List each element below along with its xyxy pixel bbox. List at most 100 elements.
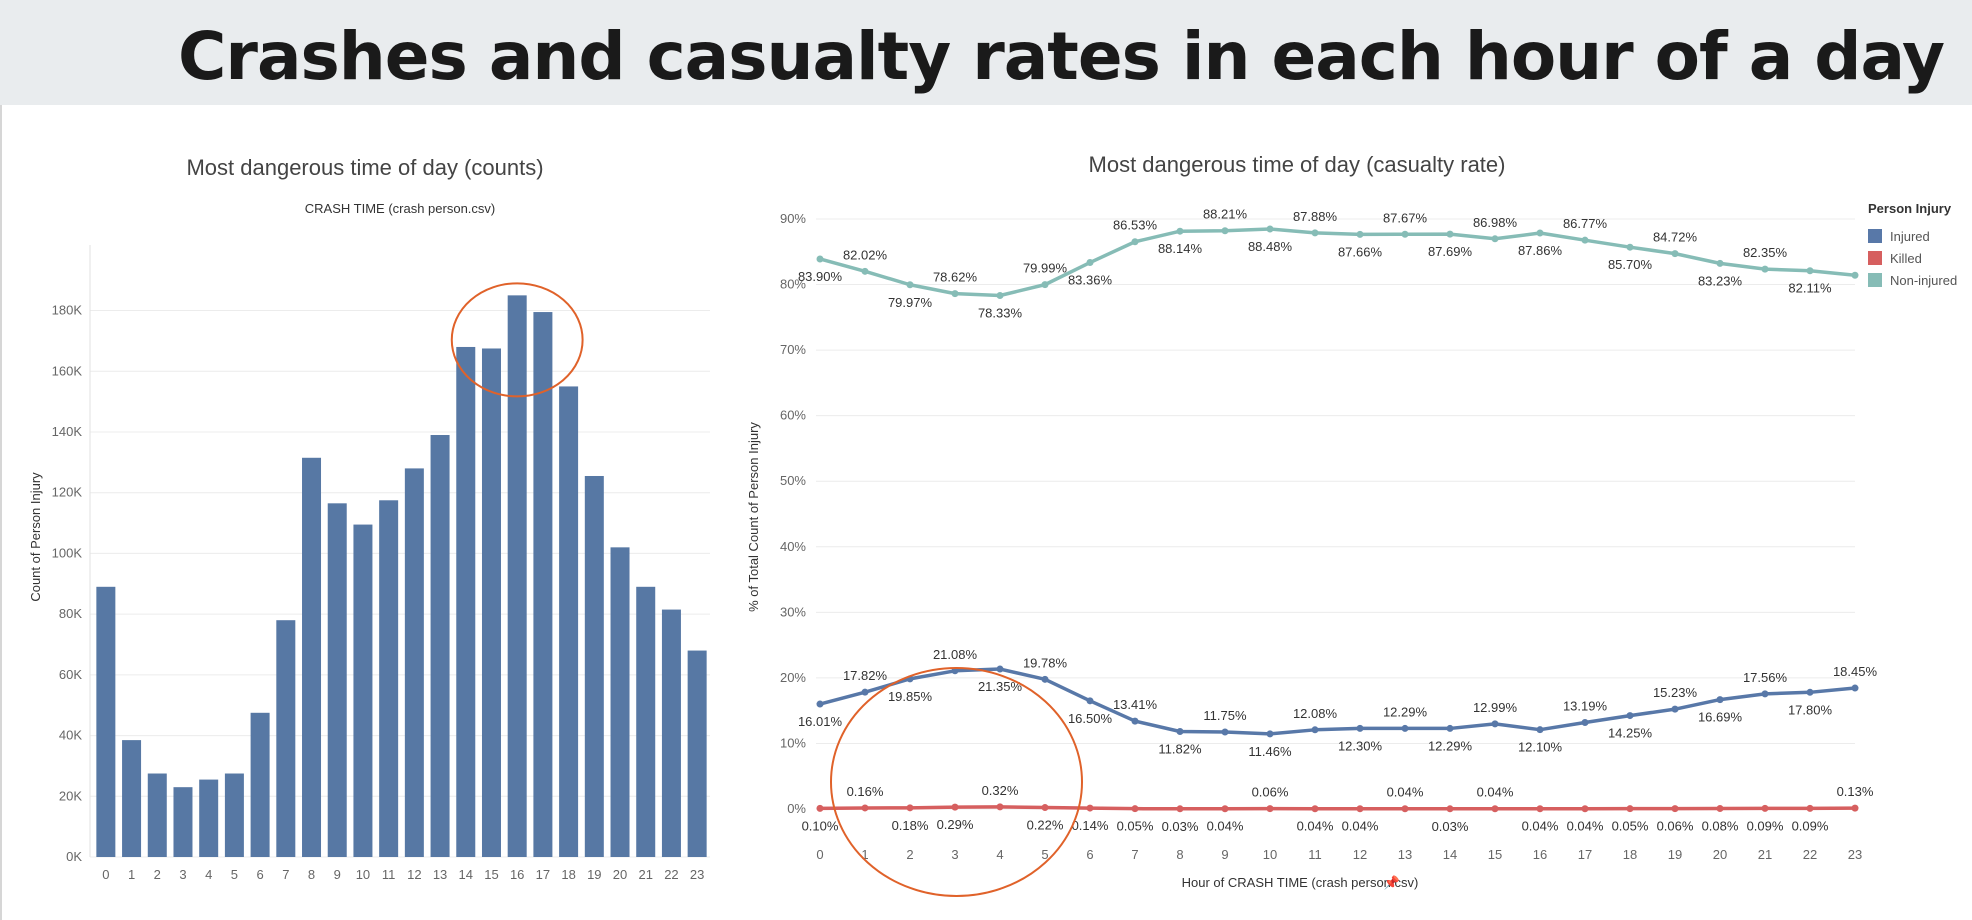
data-label-non-injured: 82.02% <box>843 247 888 262</box>
line-x-tick-label: 2 <box>906 847 913 862</box>
bar-hour-3 <box>173 787 193 857</box>
bar-y-tick-label: 80K <box>59 606 82 621</box>
data-label-injured: 17.56% <box>1743 670 1788 685</box>
bar-x-tick-label: 3 <box>179 867 186 882</box>
series-point-killed <box>1356 805 1364 813</box>
series-point-killed <box>1491 805 1499 813</box>
line-y-tick-label: 70% <box>780 342 806 357</box>
line-x-tick-label: 23 <box>1848 847 1862 862</box>
bar-y-tick-label: 140K <box>52 424 83 439</box>
data-label-injured: 14.25% <box>1608 726 1653 741</box>
line-y-tick-label: 60% <box>780 408 806 423</box>
series-line-killed <box>819 805 1856 811</box>
legend-swatch-non-injured <box>1868 273 1882 287</box>
data-label-injured: 12.29% <box>1428 738 1473 753</box>
series-point-injured <box>1581 719 1589 727</box>
line-x-tick-label: 20 <box>1713 847 1727 862</box>
bar-x-tick-label: 19 <box>587 867 601 882</box>
series-point-killed <box>1221 805 1229 813</box>
bar-hour-0 <box>96 586 116 857</box>
data-label-killed: 0.14% <box>1072 818 1109 833</box>
data-label-non-injured: 88.21% <box>1203 207 1248 222</box>
data-label-killed: 0.04% <box>1207 819 1244 834</box>
line-x-tick-label: 14 <box>1443 847 1457 862</box>
series-point-non-injured <box>996 292 1004 300</box>
data-label-killed: 0.03% <box>1432 819 1469 834</box>
bar-x-tick-label: 18 <box>561 867 575 882</box>
bar-hour-7 <box>276 620 296 857</box>
series-point-injured <box>1716 696 1724 704</box>
data-label-injured: 19.78% <box>1023 655 1068 670</box>
data-label-injured: 13.41% <box>1113 697 1158 712</box>
series-point-injured <box>1041 675 1049 683</box>
bar-x-tick-label: 10 <box>356 867 370 882</box>
series-point-injured <box>1176 728 1184 736</box>
data-label-injured: 17.82% <box>843 668 888 683</box>
series-point-non-injured <box>1536 229 1544 237</box>
series-point-killed <box>1086 804 1094 812</box>
series-line-non-injured <box>819 227 1856 298</box>
line-x-tick-label: 19 <box>1668 847 1682 862</box>
line-x-tick-label: 11 <box>1308 847 1322 862</box>
legend-swatch-injured <box>1868 229 1882 243</box>
line-x-tick-label: 8 <box>1176 847 1183 862</box>
bar-x-tick-label: 8 <box>308 867 315 882</box>
line-x-tick-label: 17 <box>1578 847 1592 862</box>
data-label-non-injured: 84.72% <box>1653 230 1698 245</box>
line-x-tick-label: 18 <box>1623 847 1637 862</box>
series-point-non-injured <box>1266 225 1274 233</box>
line-y-tick-label: 90% <box>780 211 806 226</box>
legend-title: Person Injury <box>1868 201 1952 216</box>
data-label-non-injured: 87.66% <box>1338 244 1383 259</box>
bar-hour-12 <box>404 468 424 857</box>
bar-hour-22 <box>661 609 681 857</box>
series-point-injured <box>1851 684 1859 692</box>
series-point-non-injured <box>1806 267 1814 275</box>
bar-x-tick-label: 17 <box>536 867 550 882</box>
series-point-non-injured <box>861 267 869 275</box>
bar-hour-13 <box>430 435 450 857</box>
highlight-ellipse-peak-hours <box>450 282 584 398</box>
data-label-injured: 11.75% <box>1203 708 1247 723</box>
data-label-killed: 0.04% <box>1567 819 1604 834</box>
data-label-killed: 0.05% <box>1612 819 1649 834</box>
line-y-axis-label: % of Total Count of Person Injury <box>746 422 761 612</box>
bar-x-tick-label: 4 <box>205 867 212 882</box>
data-label-killed: 0.32% <box>982 783 1019 798</box>
data-label-injured: 15.23% <box>1653 685 1698 700</box>
pin-icon: 📌 <box>1384 874 1400 890</box>
series-point-non-injured <box>1446 230 1454 238</box>
bar-x-tick-label: 22 <box>664 867 678 882</box>
legend-item-injured: Injured <box>1890 229 1930 244</box>
data-label-killed: 0.08% <box>1702 818 1739 833</box>
line-x-tick-label: 13 <box>1398 847 1412 862</box>
bar-hour-23 <box>687 650 707 857</box>
bar-y-tick-label: 20K <box>59 788 82 803</box>
bar-x-tick-label: 14 <box>459 867 473 882</box>
data-label-non-injured: 78.33% <box>978 306 1023 321</box>
series-point-injured <box>1266 730 1274 738</box>
data-label-non-injured: 85.70% <box>1608 257 1653 272</box>
bar-x-tick-label: 9 <box>334 867 341 882</box>
series-point-killed <box>1446 805 1454 813</box>
series-point-killed <box>1716 804 1724 812</box>
series-point-non-injured <box>1311 229 1319 237</box>
line-x-tick-label: 22 <box>1803 847 1817 862</box>
series-point-killed <box>1851 804 1859 812</box>
line-x-tick-label: 6 <box>1086 847 1093 862</box>
line-x-tick-label: 21 <box>1758 847 1772 862</box>
bar-hour-10 <box>353 524 373 857</box>
series-point-killed <box>1806 804 1814 812</box>
bar-x-tick-label: 6 <box>256 867 263 882</box>
data-label-killed: 0.04% <box>1387 785 1424 800</box>
data-label-injured: 12.08% <box>1293 706 1338 721</box>
series-point-killed <box>1311 805 1319 813</box>
data-label-injured: 19.85% <box>888 689 933 704</box>
series-point-injured <box>1311 726 1319 734</box>
data-label-killed: 0.04% <box>1342 819 1379 834</box>
data-label-killed: 0.22% <box>1027 818 1064 833</box>
bar-y-tick-label: 120K <box>52 485 83 500</box>
line-chart-title: Most dangerous time of day (casualty rat… <box>1089 152 1506 177</box>
series-point-killed <box>1176 805 1184 813</box>
series-point-killed <box>1041 804 1049 812</box>
